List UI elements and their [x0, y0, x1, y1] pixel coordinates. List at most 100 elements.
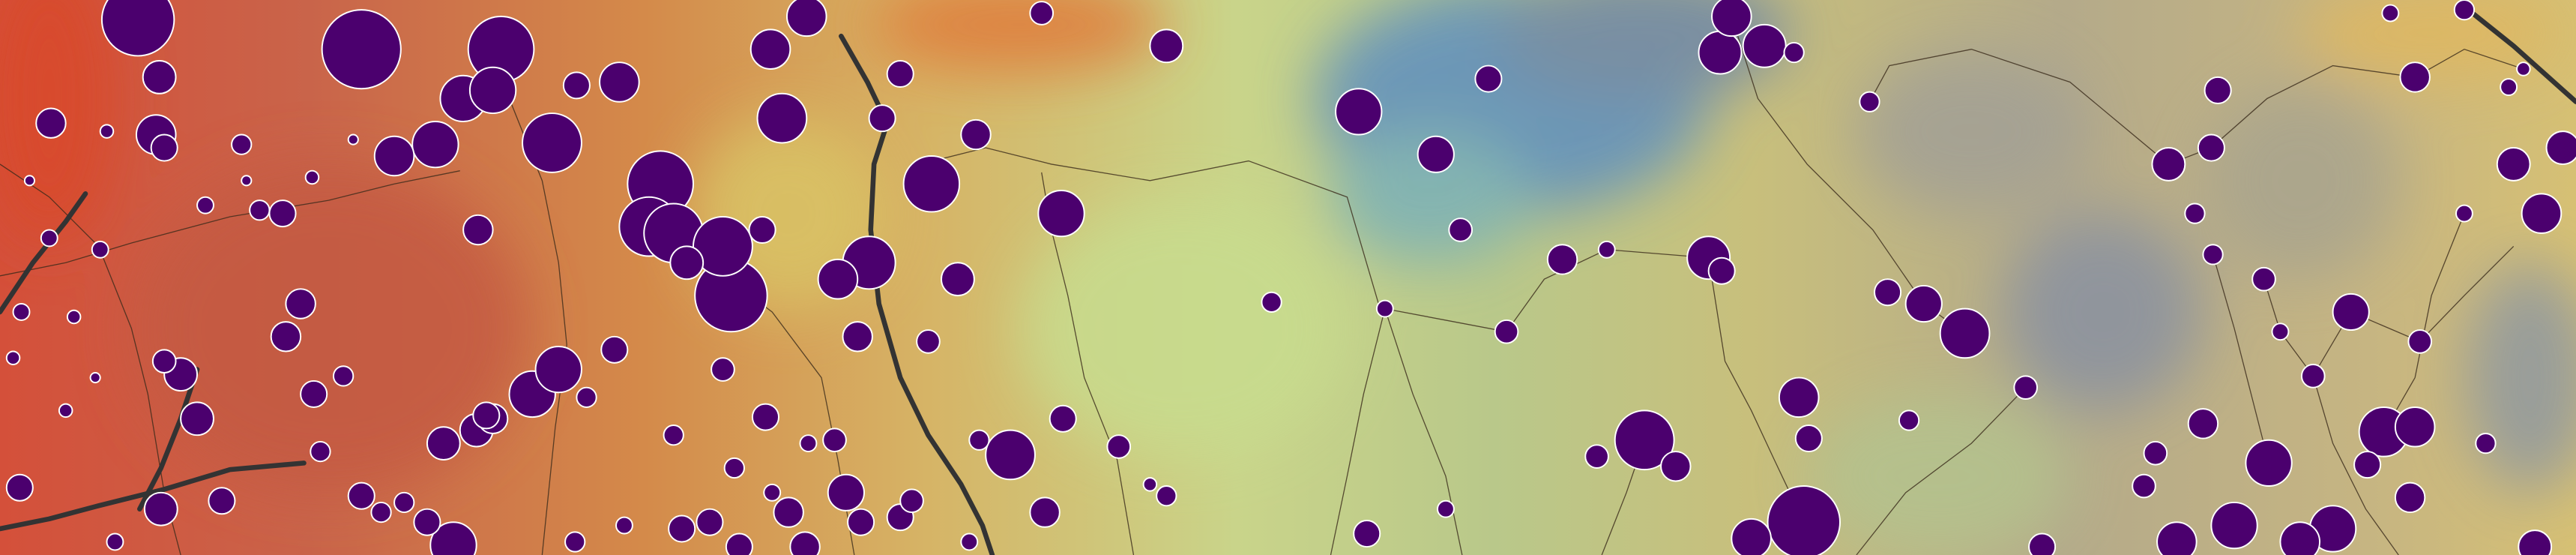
- site-marker[interactable]: [1794, 424, 1823, 453]
- site-marker[interactable]: [822, 428, 847, 453]
- site-marker[interactable]: [2394, 406, 2436, 448]
- site-marker[interactable]: [1778, 376, 1820, 418]
- site-marker[interactable]: [2516, 62, 2531, 76]
- site-marker[interactable]: [99, 124, 115, 139]
- site-marker[interactable]: [35, 107, 67, 139]
- site-marker[interactable]: [1037, 189, 1085, 238]
- site-marker[interactable]: [472, 401, 501, 430]
- site-marker[interactable]: [2300, 364, 2326, 388]
- site-marker[interactable]: [827, 473, 865, 512]
- site-marker[interactable]: [599, 62, 640, 103]
- site-marker[interactable]: [142, 60, 177, 94]
- site-marker[interactable]: [564, 531, 586, 553]
- site-marker[interactable]: [413, 508, 441, 536]
- site-marker[interactable]: [799, 434, 818, 453]
- site-marker[interactable]: [321, 9, 402, 90]
- site-marker[interactable]: [773, 496, 804, 528]
- site-marker[interactable]: [2156, 521, 2198, 555]
- site-marker[interactable]: [1474, 64, 1503, 93]
- site-marker[interactable]: [370, 501, 392, 524]
- site-marker[interactable]: [1783, 41, 1805, 64]
- site-marker[interactable]: [1029, 1, 1055, 26]
- site-marker[interactable]: [756, 92, 808, 144]
- site-marker[interactable]: [522, 112, 582, 173]
- site-marker[interactable]: [785, 0, 827, 38]
- site-marker[interactable]: [669, 245, 705, 280]
- site-marker[interactable]: [66, 309, 82, 325]
- site-marker[interactable]: [1049, 404, 1077, 433]
- site-marker[interactable]: [106, 532, 124, 551]
- site-marker[interactable]: [842, 321, 873, 352]
- site-marker[interactable]: [2151, 147, 2186, 182]
- site-marker[interactable]: [2197, 134, 2225, 162]
- site-marker[interactable]: [58, 403, 73, 418]
- site-marker[interactable]: [2521, 193, 2563, 234]
- site-marker[interactable]: [711, 357, 735, 382]
- site-marker[interactable]: [462, 214, 494, 246]
- site-marker[interactable]: [1707, 256, 1736, 285]
- site-marker[interactable]: [1375, 299, 1394, 318]
- site-marker[interactable]: [1711, 0, 1752, 38]
- site-marker[interactable]: [468, 66, 517, 115]
- site-marker[interactable]: [1767, 485, 1841, 555]
- site-marker[interactable]: [2184, 202, 2206, 224]
- site-marker[interactable]: [968, 429, 990, 451]
- site-marker[interactable]: [241, 175, 253, 187]
- site-marker[interactable]: [40, 229, 58, 248]
- site-marker[interactable]: [749, 28, 791, 70]
- site-marker[interactable]: [693, 216, 753, 277]
- site-marker[interactable]: [1156, 485, 1177, 507]
- site-marker[interactable]: [91, 240, 109, 259]
- site-marker[interactable]: [941, 262, 975, 297]
- site-marker[interactable]: [1436, 500, 1455, 518]
- site-marker[interactable]: [1597, 240, 1616, 259]
- site-marker[interactable]: [1448, 218, 1473, 242]
- site-marker[interactable]: [2279, 521, 2321, 555]
- site-marker[interactable]: [2245, 439, 2293, 488]
- site-marker[interactable]: [2202, 244, 2224, 266]
- site-marker[interactable]: [1874, 278, 1902, 307]
- site-marker[interactable]: [249, 200, 271, 221]
- site-marker[interactable]: [347, 482, 375, 510]
- site-marker[interactable]: [2500, 78, 2518, 96]
- site-marker[interactable]: [180, 401, 214, 436]
- site-marker[interactable]: [347, 134, 359, 146]
- site-marker[interactable]: [2496, 147, 2531, 182]
- site-marker[interactable]: [2399, 62, 2431, 93]
- site-marker[interactable]: [2455, 204, 2473, 223]
- site-marker[interactable]: [300, 380, 328, 408]
- site-marker[interactable]: [1614, 410, 1675, 471]
- site-marker[interactable]: [960, 532, 979, 551]
- site-marker[interactable]: [1142, 477, 1158, 492]
- site-marker[interactable]: [150, 134, 178, 162]
- site-marker[interactable]: [2332, 292, 2370, 332]
- site-marker[interactable]: [1859, 91, 1880, 112]
- site-marker[interactable]: [304, 170, 320, 185]
- site-marker[interactable]: [985, 429, 1036, 481]
- site-marker[interactable]: [2210, 501, 2258, 550]
- site-marker[interactable]: [5, 473, 34, 502]
- site-marker[interactable]: [668, 514, 696, 543]
- site-marker[interactable]: [725, 532, 753, 555]
- site-marker[interactable]: [886, 60, 914, 88]
- site-marker[interactable]: [751, 403, 779, 431]
- site-marker[interactable]: [899, 488, 924, 514]
- site-marker[interactable]: [143, 491, 178, 526]
- site-marker[interactable]: [1939, 308, 1991, 359]
- site-marker[interactable]: [1261, 291, 1282, 313]
- site-marker[interactable]: [696, 508, 724, 536]
- site-marker[interactable]: [2407, 329, 2433, 354]
- site-marker[interactable]: [763, 483, 782, 502]
- site-marker[interactable]: [817, 258, 859, 300]
- site-marker[interactable]: [615, 516, 633, 535]
- site-marker[interactable]: [100, 0, 175, 57]
- site-marker[interactable]: [2132, 473, 2156, 499]
- site-marker[interactable]: [663, 424, 684, 446]
- site-marker[interactable]: [748, 216, 776, 244]
- site-marker[interactable]: [373, 135, 415, 177]
- site-marker[interactable]: [847, 508, 875, 536]
- site-marker[interactable]: [1898, 410, 1920, 431]
- site-marker[interactable]: [2518, 530, 2553, 555]
- site-marker[interactable]: [2143, 440, 2168, 466]
